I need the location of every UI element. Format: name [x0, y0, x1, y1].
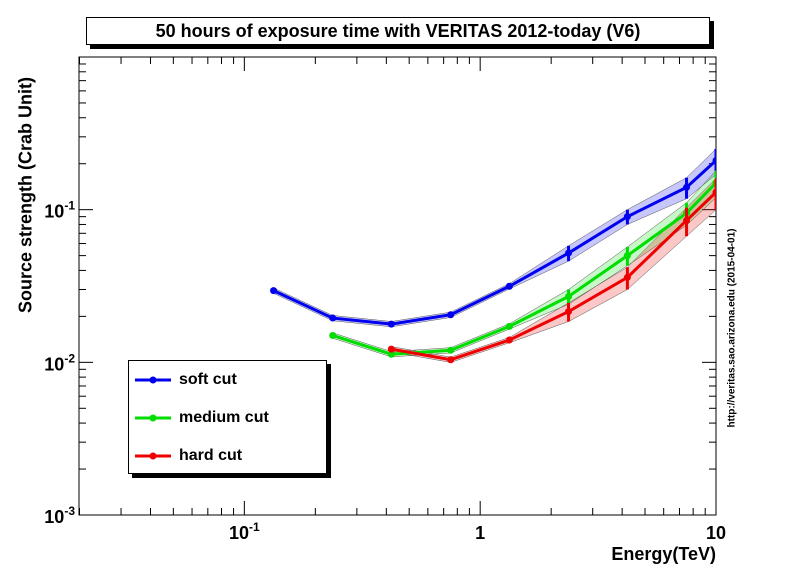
series-lines [270, 148, 716, 364]
data-point [505, 336, 513, 344]
data-point [329, 314, 337, 322]
legend: soft cut medium cut hard cut [128, 360, 327, 474]
series-line-1 [332, 181, 716, 356]
data-point [329, 331, 337, 339]
plot-frame [78, 56, 717, 516]
data-point [270, 287, 278, 295]
x-axis-label: Energy(TeV) [611, 544, 716, 564]
legend-label-medium: medium cut [179, 409, 269, 426]
legend-item-soft: soft cut [133, 370, 237, 390]
band-2 [391, 178, 716, 363]
axis-tick-labels: 10-1 1 10 10-3 10-2 10-1 [44, 199, 726, 543]
source-url: http://veritas.sao.arizona.edu (2015-04-… [726, 228, 738, 428]
data-point [683, 183, 691, 191]
chart-title: 50 hours of exposure time with VERITAS 2… [86, 17, 710, 45]
tick-label: 10-1 [44, 199, 75, 222]
data-point [623, 213, 631, 221]
tick-label: 1 [475, 523, 485, 543]
data-point [712, 156, 716, 164]
tick-label: 10-2 [44, 351, 75, 374]
data-point [565, 308, 573, 316]
legend-marker-soft [135, 376, 171, 384]
data-point [447, 346, 455, 354]
data-point [387, 320, 395, 328]
data-point [565, 292, 573, 300]
data-point [623, 252, 631, 260]
chart-title-text: 50 hours of exposure time with VERITAS 2… [155, 20, 641, 41]
data-point [565, 249, 573, 257]
legend-label-soft: soft cut [179, 371, 237, 388]
legend-item-hard: hard cut [133, 446, 242, 466]
tick-label: 10-3 [44, 504, 75, 527]
tick-label: 10 [706, 523, 726, 543]
data-point [623, 273, 631, 281]
data-point [447, 311, 455, 319]
y-axis-label: Source strength (Crab Unit) [15, 76, 36, 314]
data-point [387, 350, 395, 358]
legend-marker-hard [135, 452, 171, 460]
legend-label-hard: hard cut [179, 447, 243, 464]
legend-item-medium: medium cut [133, 408, 269, 428]
data-point [712, 188, 716, 196]
data-point [505, 282, 513, 290]
data-point [683, 216, 691, 224]
tick-label: 10-1 [229, 520, 260, 543]
data-point [387, 345, 395, 353]
data-point [505, 322, 513, 330]
data-point [447, 356, 455, 364]
axis-ticks [79, 56, 717, 516]
legend-marker-medium [135, 414, 171, 422]
